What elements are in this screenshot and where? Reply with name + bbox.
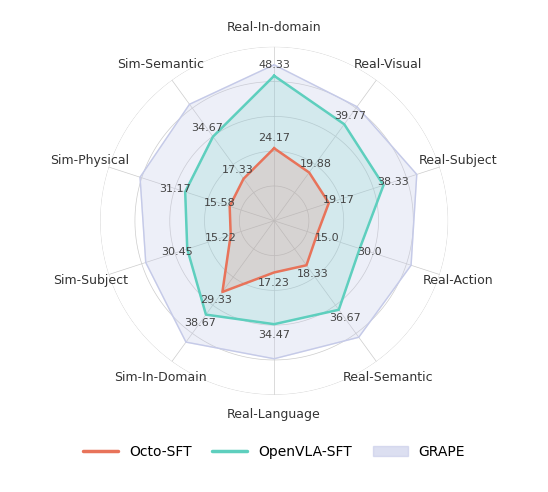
Text: 48.33: 48.33 [258, 61, 290, 70]
Text: 19.88: 19.88 [299, 159, 332, 169]
Text: 34.47: 34.47 [258, 330, 290, 339]
Polygon shape [222, 148, 329, 292]
Text: 17.23: 17.23 [258, 278, 290, 288]
Text: 18.33: 18.33 [297, 269, 328, 279]
Text: 38.33: 38.33 [378, 177, 409, 187]
Polygon shape [140, 65, 417, 359]
Text: 15.58: 15.58 [204, 198, 236, 208]
Polygon shape [185, 76, 384, 324]
Text: 24.17: 24.17 [258, 133, 290, 143]
Text: 31.17: 31.17 [159, 184, 191, 194]
Text: 29.33: 29.33 [201, 296, 232, 306]
Text: 17.33: 17.33 [221, 165, 253, 175]
Text: 34.67: 34.67 [191, 123, 222, 133]
Text: 38.67: 38.67 [184, 318, 216, 328]
Text: 36.67: 36.67 [329, 313, 361, 323]
Text: 15.0: 15.0 [315, 233, 339, 243]
Text: 30.45: 30.45 [162, 247, 193, 257]
Text: 39.77: 39.77 [334, 111, 367, 121]
Text: 30.0: 30.0 [357, 247, 382, 257]
Text: 15.22: 15.22 [205, 233, 237, 243]
Text: 19.17: 19.17 [323, 195, 355, 205]
Legend: Octo-SFT, OpenVLA-SFT, GRAPE: Octo-SFT, OpenVLA-SFT, GRAPE [78, 439, 471, 464]
